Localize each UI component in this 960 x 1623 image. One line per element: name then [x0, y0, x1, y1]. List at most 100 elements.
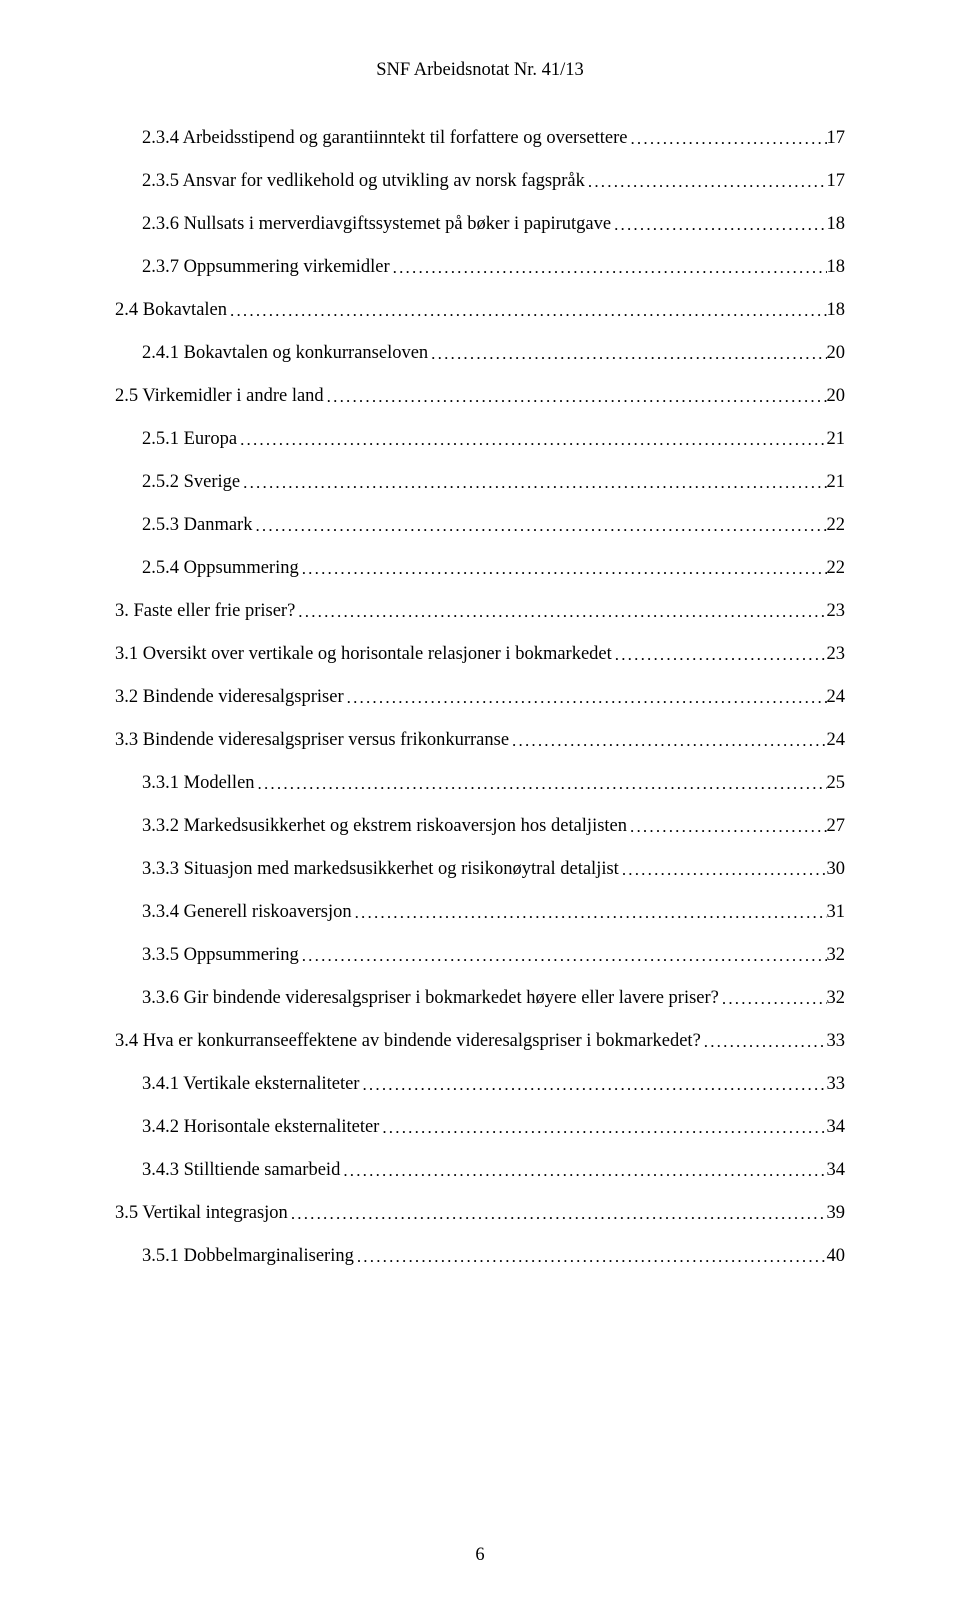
toc-entry-label: 3.1 Oversikt over vertikale og horisonta… — [115, 645, 612, 664]
toc-entry[interactable]: 3.3.5 Oppsummering 32 — [115, 946, 845, 965]
toc-entry-label: 2.5.4 Oppsummering — [142, 559, 299, 578]
toc-entry[interactable]: 3.3.6 Gir bindende videresalgspriser i b… — [115, 989, 845, 1008]
toc-entry[interactable]: 3.4 Hva er konkurranseeffektene av binde… — [115, 1032, 845, 1051]
toc-entry[interactable]: 3. Faste eller frie priser? 23 — [115, 602, 845, 621]
toc-entry-label: 2.3.5 Ansvar for vedlikehold og utviklin… — [142, 172, 585, 191]
toc-entry[interactable]: 2.3.6 Nullsats i merverdiavgiftssystemet… — [115, 215, 845, 234]
toc-entry-label: 2.3.4 Arbeidsstipend og garantiinntekt t… — [142, 129, 627, 148]
toc-leader-dots — [252, 517, 826, 534]
toc-leader-dots — [340, 1162, 826, 1179]
toc-entry-page: 25 — [827, 774, 846, 793]
toc-entry[interactable]: 2.4.1 Bokavtalen og konkurranseloven 20 — [115, 344, 845, 363]
toc-entry-label: 3.3.3 Situasjon med markedsusikkerhet og… — [142, 860, 619, 879]
toc-entry-label: 3.3.4 Generell riskoaversjon — [142, 903, 352, 922]
toc-entry-page: 24 — [827, 688, 846, 707]
toc-leader-dots — [359, 1076, 826, 1093]
toc-entry-label: 2.3.6 Nullsats i merverdiavgiftssystemet… — [142, 215, 611, 234]
toc-leader-dots — [627, 130, 826, 147]
toc-leader-dots — [379, 1119, 826, 1136]
toc-leader-dots — [354, 1248, 827, 1265]
toc-entry-page: 33 — [827, 1075, 846, 1094]
toc-entry-page: 17 — [827, 129, 846, 148]
toc-entry-page: 23 — [827, 602, 846, 621]
toc-entry-page: 20 — [827, 344, 846, 363]
toc-entry-page: 33 — [827, 1032, 846, 1051]
toc-entry-page: 32 — [827, 946, 846, 965]
toc-entry[interactable]: 2.3.4 Arbeidsstipend og garantiinntekt t… — [115, 129, 845, 148]
toc-entry[interactable]: 3.3.4 Generell riskoaversjon 31 — [115, 903, 845, 922]
toc-leader-dots — [299, 560, 827, 577]
toc-leader-dots — [255, 775, 827, 792]
toc-entry-label: 3. Faste eller frie priser? — [115, 602, 295, 621]
toc-entry[interactable]: 3.4.1 Vertikale eksternaliteter 33 — [115, 1075, 845, 1094]
toc-entry-label: 3.4.3 Stilltiende samarbeid — [142, 1161, 340, 1180]
toc-entry-page: 21 — [827, 430, 846, 449]
toc-entry[interactable]: 2.4 Bokavtalen 18 — [115, 301, 845, 320]
toc-entry[interactable]: 2.3.5 Ansvar for vedlikehold og utviklin… — [115, 172, 845, 191]
toc-leader-dots — [627, 818, 826, 835]
toc-entry[interactable]: 2.5.4 Oppsummering 22 — [115, 559, 845, 578]
toc-leader-dots — [611, 216, 826, 233]
toc-leader-dots — [509, 732, 826, 749]
toc-entry[interactable]: 3.3.3 Situasjon med markedsusikkerhet og… — [115, 860, 845, 879]
toc-entry-page: 17 — [827, 172, 846, 191]
toc-entry-label: 3.5.1 Dobbelmarginalisering — [142, 1247, 354, 1266]
toc-entry[interactable]: 2.3.7 Oppsummering virkemidler 18 — [115, 258, 845, 277]
toc-leader-dots — [428, 345, 826, 362]
toc-entry-page: 39 — [827, 1204, 846, 1223]
toc-entry[interactable]: 2.5.3 Danmark 22 — [115, 516, 845, 535]
toc-entry[interactable]: 3.4.3 Stilltiende samarbeid 34 — [115, 1161, 845, 1180]
toc-leader-dots — [619, 861, 827, 878]
toc-entry-page: 34 — [827, 1118, 846, 1137]
toc-entry-page: 34 — [827, 1161, 846, 1180]
toc-entry-label: 3.4.1 Vertikale eksternaliteter — [142, 1075, 359, 1094]
toc-leader-dots — [240, 474, 826, 491]
toc-leader-dots — [237, 431, 826, 448]
toc-entry-page: 22 — [827, 559, 846, 578]
toc-leader-dots — [719, 990, 827, 1007]
toc-entry[interactable]: 3.1 Oversikt over vertikale og horisonta… — [115, 645, 845, 664]
toc-entry-label: 2.3.7 Oppsummering virkemidler — [142, 258, 390, 277]
toc-entry-page: 18 — [827, 301, 846, 320]
toc-entry[interactable]: 3.3 Bindende videresalgspriser versus fr… — [115, 731, 845, 750]
page-number: 6 — [0, 1545, 960, 1566]
toc-entry-label: 2.5.2 Sverige — [142, 473, 240, 492]
toc-entry-page: 30 — [827, 860, 846, 879]
document-header: SNF Arbeidsnotat Nr. 41/13 — [115, 60, 845, 81]
toc-entry-label: 3.3.1 Modellen — [142, 774, 255, 793]
toc-entry[interactable]: 3.3.1 Modellen 25 — [115, 774, 845, 793]
toc-leader-dots — [344, 689, 827, 706]
toc-entry-label: 3.4.2 Horisontale eksternaliteter — [142, 1118, 379, 1137]
toc-entry-label: 3.4 Hva er konkurranseeffektene av binde… — [115, 1032, 701, 1051]
toc-entry-page: 21 — [827, 473, 846, 492]
toc-entry[interactable]: 3.5 Vertikal integrasjon 39 — [115, 1204, 845, 1223]
toc-leader-dots — [324, 388, 827, 405]
toc-entry[interactable]: 2.5.1 Europa 21 — [115, 430, 845, 449]
toc-entry-label: 3.5 Vertikal integrasjon — [115, 1204, 288, 1223]
toc-leader-dots — [288, 1205, 827, 1222]
toc-entry-label: 3.3 Bindende videresalgspriser versus fr… — [115, 731, 509, 750]
toc-entry-page: 18 — [827, 215, 846, 234]
toc-leader-dots — [585, 173, 827, 190]
toc-entry-label: 2.5.1 Europa — [142, 430, 237, 449]
toc-entry-page: 23 — [827, 645, 846, 664]
toc-entry-label: 3.3.5 Oppsummering — [142, 946, 299, 965]
toc-leader-dots — [227, 302, 826, 319]
toc-entry[interactable]: 2.5.2 Sverige 21 — [115, 473, 845, 492]
toc-entry[interactable]: 3.4.2 Horisontale eksternaliteter 34 — [115, 1118, 845, 1137]
toc-leader-dots — [295, 603, 826, 620]
toc-leader-dots — [390, 259, 827, 276]
toc-entry[interactable]: 3.2 Bindende videresalgspriser 24 — [115, 688, 845, 707]
table-of-contents: 2.3.4 Arbeidsstipend og garantiinntekt t… — [115, 129, 845, 1266]
toc-entry-label: 2.5 Virkemidler i andre land — [115, 387, 324, 406]
toc-entry[interactable]: 3.3.2 Markedsusikkerhet og ekstrem risko… — [115, 817, 845, 836]
toc-entry-label: 2.4.1 Bokavtalen og konkurranseloven — [142, 344, 428, 363]
toc-entry[interactable]: 3.5.1 Dobbelmarginalisering 40 — [115, 1247, 845, 1266]
toc-entry-label: 2.4 Bokavtalen — [115, 301, 227, 320]
toc-entry[interactable]: 2.5 Virkemidler i andre land 20 — [115, 387, 845, 406]
toc-leader-dots — [299, 947, 827, 964]
toc-entry-label: 3.2 Bindende videresalgspriser — [115, 688, 344, 707]
toc-leader-dots — [612, 646, 827, 663]
toc-leader-dots — [701, 1033, 827, 1050]
toc-entry-page: 18 — [827, 258, 846, 277]
